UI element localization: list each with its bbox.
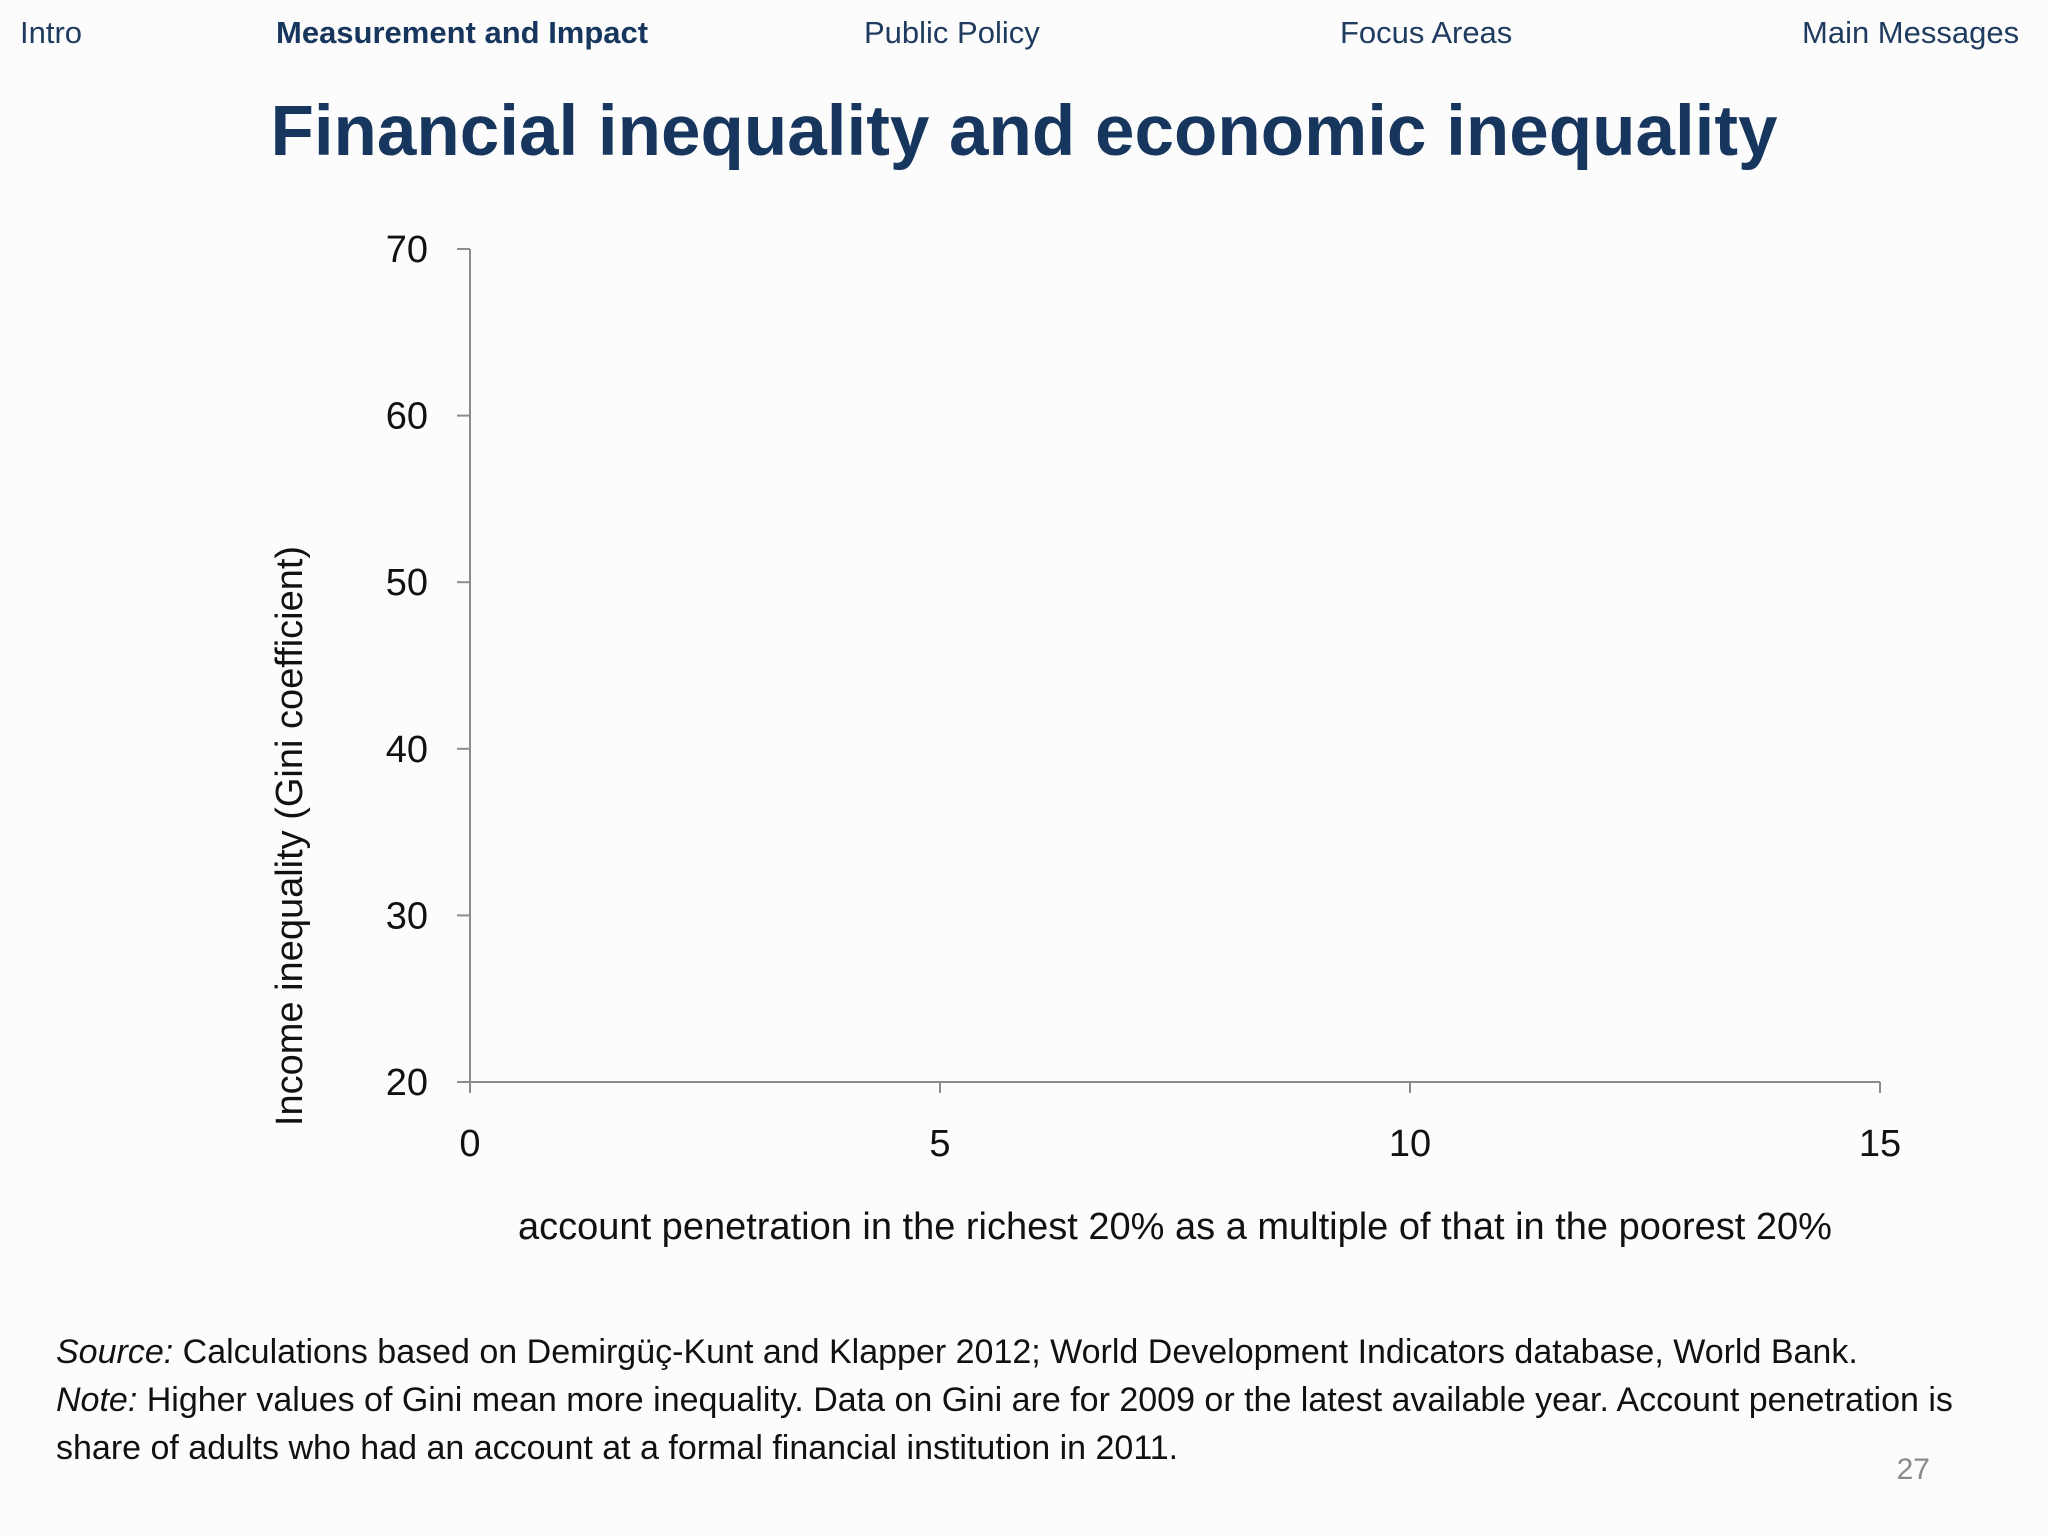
chart-axes (457, 248, 1881, 1093)
y-tick-label: 30 (386, 895, 428, 937)
y-tick-label: 70 (386, 229, 428, 271)
y-axis-title: Income inequality (Gini coefficient) (269, 546, 311, 1126)
nav-item-intro[interactable]: Intro (20, 15, 83, 50)
page-number: 27 (1896, 1453, 1930, 1486)
x-tick-label: 0 (459, 1123, 480, 1165)
y-tick-label: 40 (386, 729, 428, 771)
source-text: Calculations based on Demirgüç-Kunt and … (182, 1333, 1858, 1371)
y-tick-label: 60 (386, 396, 428, 438)
top-navigation: Intro Measurement and Impact Public Poli… (0, 0, 2048, 66)
x-tick-label: 15 (1859, 1123, 1901, 1165)
data-note: Note: Higher values of Gini mean more in… (56, 1376, 1986, 1472)
nav-item-focus-areas[interactable]: Focus Areas (1340, 15, 1513, 50)
x-tick-label: 10 (1389, 1123, 1431, 1165)
slide-notes: Source: Calculations based on Demirgüç-K… (56, 1328, 1986, 1472)
source-label: Source: (56, 1333, 174, 1371)
x-tick-label: 5 (929, 1123, 950, 1165)
x-axis-title: account penetration in the richest 20% a… (518, 1206, 1832, 1248)
y-tick-label: 50 (386, 562, 428, 604)
nav-item-measurement-and-impact[interactable]: Measurement and Impact (276, 15, 649, 50)
scatter-chart: 20 30 40 50 60 70 0 5 10 15 account penetration in… (269, 229, 1901, 1248)
note-label: Note: (56, 1381, 138, 1419)
chart-labels: 20 30 40 50 60 70 0 5 10 15 account penetration in… (269, 229, 1901, 1248)
nav-item-main-messages[interactable]: Main Messages (1802, 15, 2020, 50)
source-note: Source: Calculations based on Demirgüç-K… (56, 1328, 1986, 1376)
note-text: Higher values of Gini mean more inequali… (56, 1381, 1953, 1467)
slide-title: Financial inequality and economic inequa… (270, 92, 1778, 171)
y-tick-label: 20 (386, 1062, 428, 1104)
nav-item-public-policy[interactable]: Public Policy (864, 15, 1040, 50)
